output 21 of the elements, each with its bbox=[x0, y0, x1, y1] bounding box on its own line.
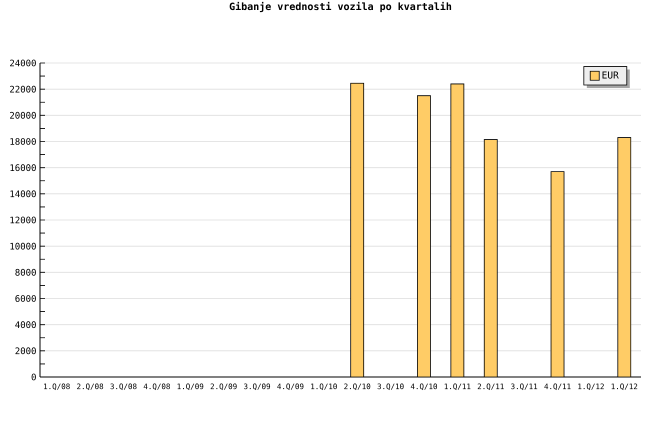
y-tick-label: 6000 bbox=[15, 295, 36, 302]
bar bbox=[350, 82, 364, 377]
bar bbox=[617, 137, 632, 377]
y-tick-label: 0 bbox=[32, 374, 36, 380]
y-tick-label: 24000 bbox=[10, 60, 36, 66]
y-tick-label: 8000 bbox=[15, 268, 36, 276]
y-tick-label: 10000 bbox=[10, 242, 36, 250]
y-tick-label: 2000 bbox=[15, 347, 36, 354]
bar bbox=[417, 95, 431, 377]
y-tick-label: 20000 bbox=[10, 112, 36, 119]
y-tick-label: 16000 bbox=[10, 164, 36, 172]
y-tick-label: 12000 bbox=[10, 216, 36, 224]
y-tick-label: 22000 bbox=[10, 86, 36, 93]
y-tick-label: 18000 bbox=[10, 138, 36, 145]
chart-title: Gibanje vrednosti vozila po kvartalih bbox=[230, 2, 452, 12]
y-tick-label: 4000 bbox=[15, 321, 36, 328]
bar bbox=[450, 84, 464, 377]
legend-label: EUR bbox=[602, 72, 619, 79]
bar bbox=[550, 171, 564, 377]
bar bbox=[484, 139, 498, 377]
y-tick-label: 14000 bbox=[10, 190, 36, 198]
